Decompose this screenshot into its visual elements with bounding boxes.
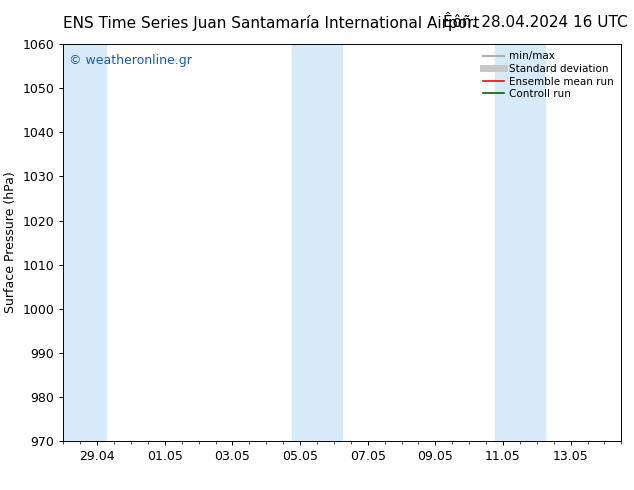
Text: Êôñ. 28.04.2024 16 UTC: Êôñ. 28.04.2024 16 UTC — [443, 15, 628, 30]
Bar — [63, 44, 106, 441]
Legend: min/max, Standard deviation, Ensemble mean run, Controll run: min/max, Standard deviation, Ensemble me… — [481, 49, 616, 101]
Text: © weatheronline.gr: © weatheronline.gr — [69, 54, 192, 67]
Bar — [292, 44, 342, 441]
Bar — [495, 44, 545, 441]
Y-axis label: Surface Pressure (hPa): Surface Pressure (hPa) — [4, 172, 17, 314]
Text: ENS Time Series Juan Santamaría International Airport: ENS Time Series Juan Santamaría Internat… — [63, 15, 480, 31]
